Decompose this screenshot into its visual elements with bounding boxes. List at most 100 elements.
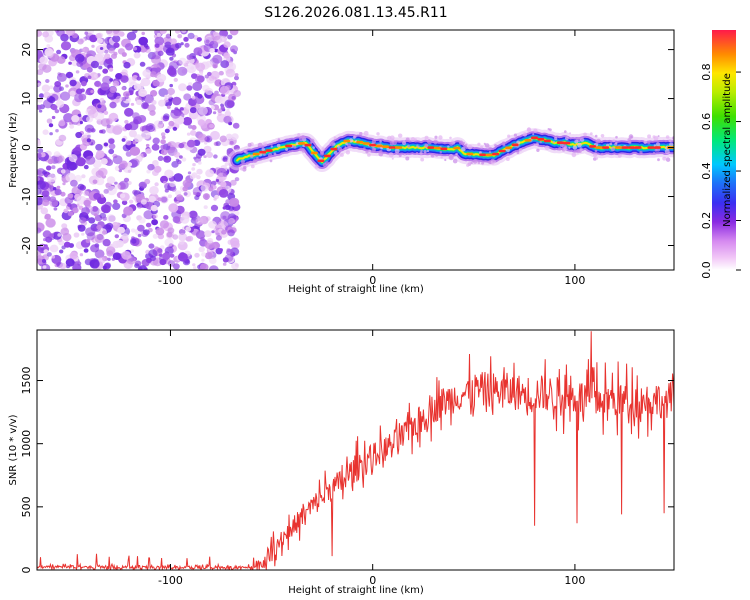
noise-blob — [199, 72, 203, 76]
halo-speck — [668, 139, 672, 143]
snr-x-ticks: -100 0 100 — [158, 330, 585, 587]
snr-xtick-label: 100 — [564, 574, 585, 587]
noise-blob — [220, 106, 225, 110]
noise-blob — [40, 207, 49, 215]
noise-blob — [213, 197, 217, 201]
noise-blob — [73, 232, 80, 238]
noise-blob — [89, 259, 100, 269]
noise-blob — [219, 85, 230, 95]
halo-speck — [669, 142, 674, 147]
halo-speck — [563, 146, 568, 151]
noise-blob — [199, 263, 209, 270]
noise-blob — [141, 130, 151, 140]
noise-blob — [223, 52, 230, 59]
noise-blob — [106, 250, 114, 257]
noise-blob — [95, 150, 105, 159]
noise-blob — [171, 186, 177, 192]
noise-blob — [83, 199, 91, 207]
snr-ylabel: SNR (10 * v/v) — [8, 414, 19, 485]
noise-blob — [98, 65, 103, 70]
halo-speck — [398, 154, 402, 157]
noise-blob — [122, 224, 128, 229]
noise-blob — [38, 93, 45, 99]
noise-blob — [100, 118, 110, 127]
noise-blob — [84, 91, 90, 95]
noise-blob — [71, 32, 78, 39]
noise-blob — [108, 47, 115, 54]
noise-blob — [153, 120, 164, 129]
noise-blob — [120, 75, 129, 83]
noise-blob — [218, 70, 224, 76]
noise-blob — [221, 229, 227, 235]
noise-blob — [37, 176, 40, 182]
noise-blob — [69, 79, 77, 87]
noise-blob — [227, 229, 235, 237]
noise-blob — [94, 80, 102, 87]
halo-speck — [516, 140, 521, 145]
noise-blob — [179, 155, 183, 159]
noise-blob — [93, 74, 99, 78]
noise-blob — [175, 42, 182, 49]
halo-speck — [410, 137, 416, 143]
halo-speck — [580, 137, 585, 142]
halo-speck — [653, 135, 659, 141]
spectrogram-ylabel: Frequency (Hz) — [8, 112, 19, 188]
noise-blob — [103, 207, 108, 212]
halo-speck — [533, 128, 538, 133]
noise-blob — [130, 102, 135, 106]
noise-blob — [137, 233, 142, 238]
noise-blob — [196, 168, 203, 175]
noise-blob — [76, 61, 83, 67]
noise-blob — [143, 231, 149, 236]
halo-speck — [333, 151, 338, 155]
halo-speck — [480, 145, 484, 149]
noise-blob — [132, 112, 140, 120]
noise-blob — [151, 143, 160, 151]
halo-speck — [433, 139, 438, 145]
noise-blob — [203, 155, 207, 159]
noise-blob — [81, 174, 86, 179]
noise-blob — [112, 240, 121, 249]
noise-blob — [197, 93, 203, 99]
noise-blob — [186, 139, 196, 148]
noise-blob — [144, 178, 151, 185]
noise-blob — [124, 119, 129, 124]
noise-blob — [42, 31, 49, 38]
noise-blob — [123, 206, 134, 216]
noise-blob — [54, 188, 62, 196]
halo-speck — [394, 148, 400, 154]
noise-blob — [59, 262, 67, 270]
halo-speck — [240, 159, 245, 164]
noise-blob — [89, 34, 98, 43]
spec-xtick-label: 100 — [564, 274, 585, 287]
noise-blob — [93, 192, 102, 200]
noise-blob — [56, 56, 66, 64]
halo-speck — [579, 147, 583, 151]
noise-blob — [46, 44, 51, 48]
halo-speck — [252, 158, 258, 163]
noise-blob — [189, 107, 197, 114]
noise-blob — [167, 125, 172, 130]
noise-blob — [212, 63, 218, 69]
noise-blob — [55, 100, 65, 108]
noise-blob — [185, 226, 192, 232]
noise-blob — [69, 90, 76, 97]
halo-speck — [657, 158, 660, 162]
noise-blob — [222, 30, 227, 36]
noise-blob — [37, 148, 44, 154]
noise-blob — [178, 83, 187, 92]
noise-blob — [77, 224, 82, 229]
halo-speck — [391, 138, 395, 142]
noise-blob — [184, 42, 190, 48]
noise-blob — [42, 129, 49, 135]
noise-blob — [172, 126, 178, 131]
noise-blob — [78, 205, 84, 210]
noise-blob — [158, 253, 163, 257]
noise-blob — [219, 135, 227, 143]
halo-speck — [652, 151, 656, 154]
noise-blob — [114, 183, 121, 190]
noise-blob — [232, 122, 240, 129]
noise-blob — [194, 252, 200, 258]
halo-speck — [665, 157, 671, 162]
halo-speck — [387, 135, 392, 141]
